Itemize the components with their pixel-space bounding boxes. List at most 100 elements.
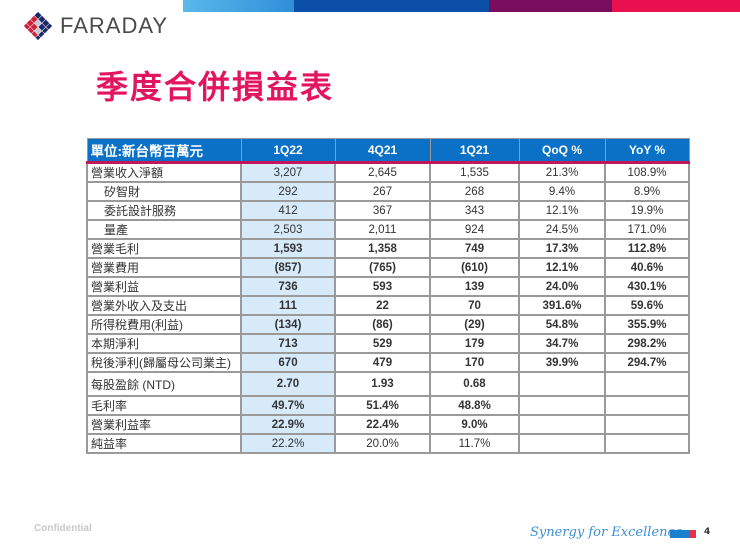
row-label: 營業毛利: [86, 238, 242, 259]
cell-1q22: 736: [240, 276, 336, 297]
column-header-qoq: QoQ %: [518, 138, 606, 164]
table-row: 營業費用 (857) (765) (610) 12.1% 40.6%: [86, 257, 690, 278]
cell-1q22: 670: [240, 352, 336, 373]
row-label: 每股盈餘 (NTD): [86, 371, 242, 397]
cell-yoy: 112.8%: [604, 238, 690, 259]
column-header-4q21: 4Q21: [334, 138, 431, 164]
cell-yoy: 59.6%: [604, 295, 690, 316]
row-label: 營業外收入及支出: [86, 295, 242, 316]
cell-yoy: 171.0%: [604, 219, 690, 240]
table-row: 每股盈餘 (NTD) 2.70 1.93 0.68: [86, 371, 690, 397]
confidential-label: Confidential: [34, 523, 92, 534]
cell-qoq: 12.1%: [518, 257, 606, 278]
row-label: 委託設計服務: [86, 200, 242, 221]
cell-yoy: 430.1%: [604, 276, 690, 297]
table-row: 營業外收入及支出 111 22 70 391.6% 59.6%: [86, 295, 690, 316]
page-indicator-bar: [670, 530, 696, 538]
row-label: 所得稅費用(利益): [86, 314, 242, 335]
cell-qoq: 12.1%: [518, 200, 606, 221]
row-label: 矽智財: [86, 181, 242, 202]
row-label: 營業收入淨額: [86, 161, 242, 183]
cell-yoy: 8.9%: [604, 181, 690, 202]
column-header-1q21: 1Q21: [429, 138, 520, 164]
cell-4q21: (765): [334, 257, 431, 278]
column-header-1q22: 1Q22: [240, 138, 336, 164]
table-row: 所得稅費用(利益) (134) (86) (29) 54.8% 355.9%: [86, 314, 690, 335]
table-row: 毛利率 49.7% 51.4% 48.8%: [86, 395, 690, 416]
cell-1q21: 1,535: [429, 161, 520, 183]
row-label: 營業費用: [86, 257, 242, 278]
cell-1q22: 292: [240, 181, 336, 202]
row-label: 毛利率: [86, 395, 242, 416]
cell-yoy: 19.9%: [604, 200, 690, 221]
income-statement-table: 單位:新台幣百萬元 1Q22 4Q21 1Q21 QoQ % YoY % 營業收…: [86, 138, 690, 454]
cell-1q21: 268: [429, 181, 520, 202]
cell-4q21: 529: [334, 333, 431, 354]
cell-1q22: 2.70: [240, 371, 336, 397]
cell-yoy: 108.9%: [604, 161, 690, 183]
row-label: 稅後淨利(歸屬母公司業主): [86, 352, 242, 373]
cell-1q22: 3,207: [240, 161, 336, 183]
cell-qoq: 24.0%: [518, 276, 606, 297]
cell-1q21: 924: [429, 219, 520, 240]
cell-1q22: 412: [240, 200, 336, 221]
table-row: 矽智財 292 267 268 9.4% 8.9%: [86, 181, 690, 202]
cell-1q22: 49.7%: [240, 395, 336, 416]
cell-1q21: (610): [429, 257, 520, 278]
row-label: 營業利益率: [86, 414, 242, 435]
cell-4q21: 267: [334, 181, 431, 202]
cell-4q21: 1,358: [334, 238, 431, 259]
cell-4q21: 367: [334, 200, 431, 221]
company-logo: FARADAY: [22, 10, 168, 42]
cell-1q22: 22.9%: [240, 414, 336, 435]
cell-1q21: 749: [429, 238, 520, 259]
page-title: 季度合併損益表: [96, 68, 335, 106]
cell-1q21: 139: [429, 276, 520, 297]
table-row: 委託設計服務 412 367 343 12.1% 19.9%: [86, 200, 690, 221]
cell-4q21: 2,011: [334, 219, 431, 240]
table-row: 純益率 22.2% 20.0% 11.7%: [86, 433, 690, 454]
slogan: Synergy for Excellence: [530, 525, 683, 540]
cell-qoq: [518, 414, 606, 435]
page-number: 4: [704, 527, 711, 537]
cell-qoq: [518, 433, 606, 454]
table-row: 量產 2,503 2,011 924 24.5% 171.0%: [86, 219, 690, 240]
cell-yoy: [604, 414, 690, 435]
cell-1q21: 11.7%: [429, 433, 520, 454]
cell-4q21: 593: [334, 276, 431, 297]
column-header-unit: 單位:新台幣百萬元: [86, 138, 242, 164]
cell-yoy: 294.7%: [604, 352, 690, 373]
cell-1q21: 179: [429, 333, 520, 354]
cell-qoq: 24.5%: [518, 219, 606, 240]
cell-qoq: [518, 371, 606, 397]
table-row: 營業利益 736 593 139 24.0% 430.1%: [86, 276, 690, 297]
cell-4q21: 22: [334, 295, 431, 316]
cell-4q21: 2,645: [334, 161, 431, 183]
cell-1q22: 713: [240, 333, 336, 354]
cell-qoq: [518, 395, 606, 416]
cell-qoq: 34.7%: [518, 333, 606, 354]
cell-1q22: 111: [240, 295, 336, 316]
cell-4q21: 51.4%: [334, 395, 431, 416]
cell-1q22: 1,593: [240, 238, 336, 259]
cell-1q21: (29): [429, 314, 520, 335]
cell-yoy: [604, 371, 690, 397]
cell-4q21: (86): [334, 314, 431, 335]
cell-yoy: 40.6%: [604, 257, 690, 278]
cell-qoq: 391.6%: [518, 295, 606, 316]
brand-name: FARADAY: [60, 13, 169, 38]
table-row: 稅後淨利(歸屬母公司業主) 670 479 170 39.9% 294.7%: [86, 352, 690, 373]
column-header-yoy: YoY %: [604, 138, 690, 164]
table-row: 本期淨利 713 529 179 34.7% 298.2%: [86, 333, 690, 354]
cell-4q21: 22.4%: [334, 414, 431, 435]
cell-1q22: (134): [240, 314, 336, 335]
cell-4q21: 20.0%: [334, 433, 431, 454]
cell-1q21: 9.0%: [429, 414, 520, 435]
cell-4q21: 1.93: [334, 371, 431, 397]
row-label: 營業利益: [86, 276, 242, 297]
cell-yoy: [604, 433, 690, 454]
cell-qoq: 17.3%: [518, 238, 606, 259]
table-row: 營業收入淨額 3,207 2,645 1,535 21.3% 108.9%: [86, 161, 690, 183]
cell-1q21: 0.68: [429, 371, 520, 397]
cell-yoy: [604, 395, 690, 416]
